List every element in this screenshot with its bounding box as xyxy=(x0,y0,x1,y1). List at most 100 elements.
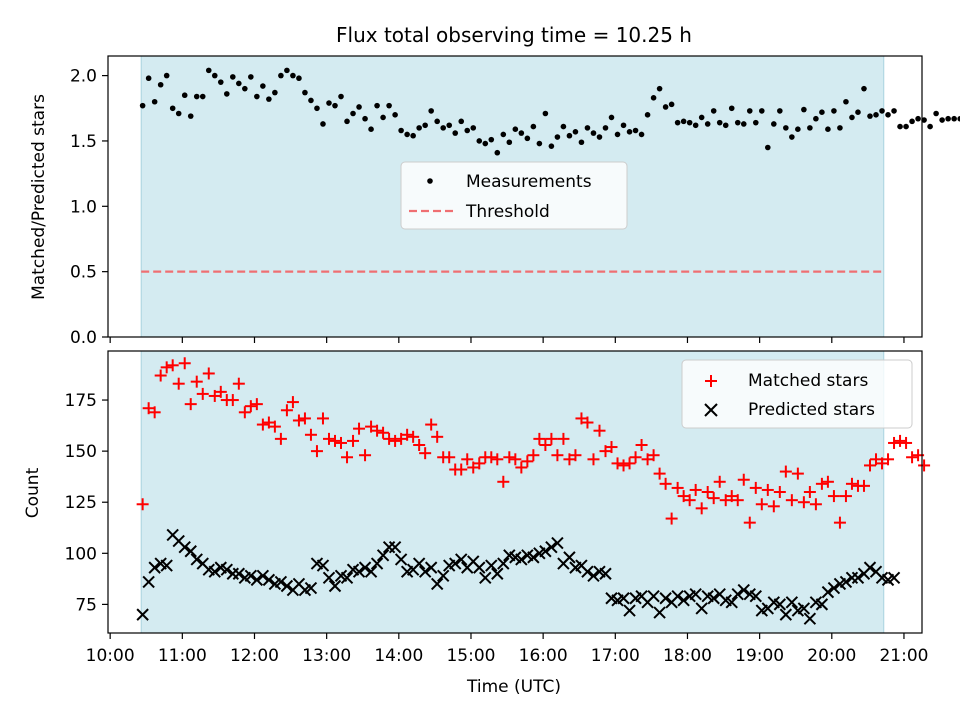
measurement-point xyxy=(566,132,573,139)
matched-star-point xyxy=(268,420,281,433)
measurement-point xyxy=(789,134,795,140)
predicted-star-point xyxy=(551,536,564,550)
predicted-star-point xyxy=(244,569,258,582)
x-tick-label: 20:00 xyxy=(807,646,856,666)
measurement-point xyxy=(386,102,392,109)
matched-star-point xyxy=(689,483,702,496)
matched-star-point xyxy=(701,486,714,498)
matched-star-point xyxy=(821,475,834,488)
predicted-star-point xyxy=(623,604,636,617)
measurement-point xyxy=(416,125,422,131)
measurements-legend-marker xyxy=(427,178,433,184)
x-tick-label: 13:00 xyxy=(302,646,351,666)
measurement-point xyxy=(686,119,693,126)
predicted-star-point xyxy=(455,553,468,566)
matched-star-point xyxy=(827,490,840,503)
matched-star-point xyxy=(767,500,780,513)
measurement-point xyxy=(674,119,681,126)
measurement-point xyxy=(518,130,525,136)
matched-star-point xyxy=(503,451,516,464)
measurement-point xyxy=(512,126,519,132)
matched-star-point xyxy=(605,441,618,454)
measurement-point xyxy=(795,126,801,132)
matched-stars-points xyxy=(136,357,931,529)
measurement-point xyxy=(825,126,831,132)
measurement-point xyxy=(602,125,609,131)
measurement-point xyxy=(614,131,621,138)
matched-star-point xyxy=(882,453,895,466)
matched-star-point xyxy=(154,369,167,382)
predicted-star-point xyxy=(749,590,762,603)
matched-star-point xyxy=(208,389,221,402)
measurement-point xyxy=(422,122,428,129)
matched-star-point xyxy=(377,426,390,439)
matched-star-point xyxy=(593,424,606,437)
matched-star-point xyxy=(755,498,768,511)
matched-star-point xyxy=(683,494,696,507)
matched-star-point xyxy=(389,434,402,447)
measurement-point xyxy=(855,109,861,115)
top-y-tick-label: 1.0 xyxy=(70,197,97,217)
matched-star-point xyxy=(575,412,588,425)
matched-star-point xyxy=(779,465,792,478)
measurement-point xyxy=(590,130,597,136)
predicted-star-point xyxy=(352,565,366,578)
measurement-point xyxy=(145,75,152,82)
matched-star-point xyxy=(719,494,732,507)
matched-star-point xyxy=(737,473,750,486)
matched-star-point xyxy=(629,451,642,464)
measurement-point xyxy=(205,67,212,74)
measurement-point xyxy=(175,110,182,117)
predicted-star-point xyxy=(388,540,402,554)
measurement-point xyxy=(217,79,224,85)
measurement-point xyxy=(494,149,501,156)
measurement-point xyxy=(758,108,765,114)
x-tick-label: 17:00 xyxy=(591,646,640,666)
matched-star-point xyxy=(142,402,155,415)
measurement-point xyxy=(849,114,855,121)
measurement-point xyxy=(716,119,723,126)
measurement-point xyxy=(746,108,753,114)
measurement-point xyxy=(506,139,513,146)
measurement-point xyxy=(446,122,453,129)
measurement-point xyxy=(831,108,837,114)
matched-star-point xyxy=(214,385,227,398)
x-tick-label: 11:00 xyxy=(158,646,207,666)
predicted-star-point xyxy=(479,571,492,585)
predicted-star-point xyxy=(695,602,708,615)
measurement-point xyxy=(885,112,891,118)
matched-star-point xyxy=(298,412,311,425)
x-tick-label: 15:00 xyxy=(446,646,495,666)
predicted-star-point xyxy=(515,553,528,566)
measurement-point xyxy=(296,75,302,82)
bottom-y-axis-label: Count xyxy=(23,467,43,518)
matched-star-point xyxy=(413,439,426,451)
measurement-point xyxy=(572,129,579,135)
bottom-y-tick-label: 175 xyxy=(65,391,97,411)
matched-star-point xyxy=(226,394,239,407)
matched-star-point xyxy=(527,449,540,462)
predicted-star-point xyxy=(190,553,203,566)
matched-star-point xyxy=(148,406,161,419)
matched-star-point xyxy=(328,434,341,447)
measurement-point xyxy=(644,112,651,118)
threshold-legend-label: Threshold xyxy=(465,202,550,222)
predicted-star-point xyxy=(731,587,744,601)
top-legend: Measurements Threshold xyxy=(400,161,628,230)
measurement-point xyxy=(266,96,272,102)
measurement-point xyxy=(452,130,459,136)
matched-star-point xyxy=(395,432,408,445)
measurement-point xyxy=(752,119,759,126)
predicted-star-point xyxy=(376,549,390,562)
predicted-star-point xyxy=(725,596,738,609)
predicted-star-point xyxy=(424,561,438,574)
predicted-star-point xyxy=(647,590,660,603)
measurement-point xyxy=(867,113,873,119)
measurement-point xyxy=(380,114,386,121)
matched-star-point xyxy=(347,434,360,447)
measurement-point xyxy=(254,93,260,100)
matched-star-point xyxy=(713,475,726,488)
x-tick-label: 19:00 xyxy=(735,646,784,666)
measurement-point xyxy=(680,118,687,125)
